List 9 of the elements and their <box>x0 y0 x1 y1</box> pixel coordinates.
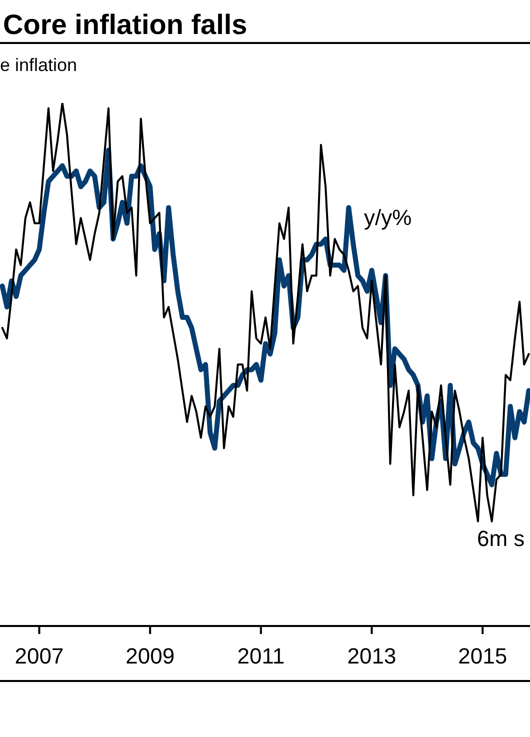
x-tick-label: 2013 <box>347 644 396 669</box>
chart-title: Core inflation falls <box>3 9 248 41</box>
x-tick-label: 2011 <box>237 644 285 669</box>
x-tick-label: 2007 <box>14 644 64 669</box>
series-label: y/y% <box>364 205 412 231</box>
x-tick-label: 2009 <box>126 644 175 669</box>
x-tick-label: 2015 <box>458 644 508 669</box>
series-label: 6m s <box>477 526 525 552</box>
chart-subtitle: e inflation <box>0 54 78 76</box>
